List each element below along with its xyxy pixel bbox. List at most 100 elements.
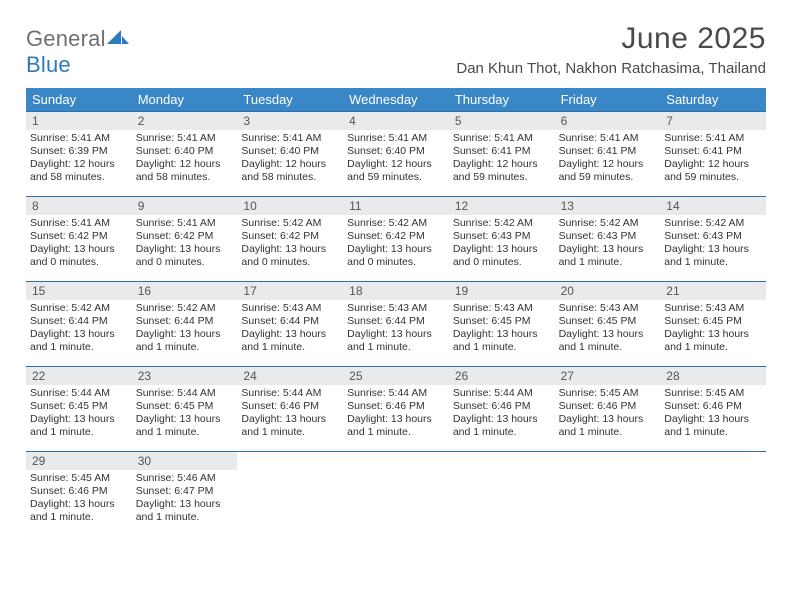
sunset-line: Sunset: 6:45 PM [559, 315, 657, 328]
weekday-header: Sunday [26, 88, 132, 111]
sunrise-line: Sunrise: 5:44 AM [136, 387, 234, 400]
day-cell: 16 Sunrise: 5:42 AMSunset: 6:44 PMDayligh… [132, 282, 238, 366]
sunrise-line: Sunrise: 5:41 AM [453, 132, 551, 145]
date-number: 30 [132, 452, 238, 470]
week-row: 22Sunrise: 5:44 AMSunset: 6:45 PMDayligh… [26, 366, 766, 451]
date-number: 16 [132, 282, 238, 300]
week-row: 1Sunrise: 5:41 AMSunset: 6:39 PMDaylight… [26, 111, 766, 196]
day-cell: 21Sunrise: 5:43 AMSunset: 6:45 PMDayligh… [660, 282, 766, 366]
daylight-line: Daylight: 13 hours and 1 minute. [241, 328, 339, 354]
daylight-line: Daylight: 13 hours and 1 minute. [136, 328, 234, 354]
day-cell: 24Sunrise: 5:44 AMSunset: 6:46 PMDayligh… [237, 367, 343, 451]
sunset-line: Sunset: 6:42 PM [347, 230, 445, 243]
daylight-line: Daylight: 13 hours and 1 minute. [664, 413, 762, 439]
date-number: 13 [555, 197, 661, 215]
date-number: 6 [555, 112, 661, 130]
sunrise-line: Sunrise: 5:42 AM [453, 217, 551, 230]
sunrise-line: Sunrise: 5:44 AM [347, 387, 445, 400]
day-body: Sunrise: 5:42 AMSunset: 6:43 PMDaylight:… [555, 215, 661, 274]
daylight-line: Daylight: 12 hours and 58 minutes. [136, 158, 234, 184]
daylight-line: Daylight: 13 hours and 1 minute. [241, 413, 339, 439]
day-body: Sunrise: 5:41 AMSunset: 6:42 PMDaylight:… [132, 215, 238, 274]
daylight-line: Daylight: 13 hours and 1 minute. [30, 498, 128, 524]
daylight-line: Daylight: 13 hours and 1 minute. [559, 413, 657, 439]
title-block: June 2025 Dan Khun Thot, Nakhon Ratchasi… [456, 22, 766, 77]
day-cell: 28Sunrise: 5:45 AMSunset: 6:46 PMDayligh… [660, 367, 766, 451]
day-cell: 20Sunrise: 5:43 AMSunset: 6:45 PMDayligh… [555, 282, 661, 366]
sunset-line: Sunset: 6:40 PM [241, 145, 339, 158]
logo-sail-icon [107, 30, 129, 46]
date-number: 24 [237, 367, 343, 385]
weekday-header: Saturday [660, 88, 766, 111]
day-cell: 12Sunrise: 5:42 AMSunset: 6:43 PMDayligh… [449, 197, 555, 281]
day-cell: 22Sunrise: 5:44 AMSunset: 6:45 PMDayligh… [26, 367, 132, 451]
daylight-line: Daylight: 13 hours and 0 minutes. [347, 243, 445, 269]
daylight-line: Daylight: 13 hours and 1 minute. [664, 328, 762, 354]
day-body: Sunrise: 5:42 AMSunset: 6:43 PMDaylight:… [449, 215, 555, 274]
day-body: Sunrise: 5:44 AMSunset: 6:46 PMDaylight:… [237, 385, 343, 444]
month-title: June 2025 [456, 22, 766, 56]
sunset-line: Sunset: 6:45 PM [453, 315, 551, 328]
sunrise-line: Sunrise: 5:43 AM [664, 302, 762, 315]
sunset-line: Sunset: 6:39 PM [30, 145, 128, 158]
day-cell: 4Sunrise: 5:41 AMSunset: 6:40 PMDaylight… [343, 112, 449, 196]
daylight-line: Daylight: 13 hours and 1 minute. [30, 413, 128, 439]
date-number: 11 [343, 197, 449, 215]
day-body: Sunrise: 5:44 AMSunset: 6:45 PMDaylight:… [132, 385, 238, 444]
day-body: Sunrise: 5:43 AMSunset: 6:45 PMDaylight:… [555, 300, 661, 359]
daylight-line: Daylight: 13 hours and 1 minute. [136, 498, 234, 524]
logo: General Blue [26, 22, 129, 78]
day-body: Sunrise: 5:44 AMSunset: 6:46 PMDaylight:… [343, 385, 449, 444]
sunrise-line: Sunrise: 5:41 AM [664, 132, 762, 145]
daylight-line: Daylight: 13 hours and 1 minute. [453, 328, 551, 354]
logo-blue: Blue [26, 52, 129, 78]
sunset-line: Sunset: 6:44 PM [136, 315, 234, 328]
sunset-line: Sunset: 6:44 PM [347, 315, 445, 328]
date-number: 18 [343, 282, 449, 300]
day-body: Sunrise: 5:41 AMSunset: 6:40 PMDaylight:… [132, 130, 238, 189]
day-cell [555, 452, 661, 536]
sunset-line: Sunset: 6:46 PM [30, 485, 128, 498]
sunset-line: Sunset: 6:44 PM [30, 315, 128, 328]
weeks-container: 1Sunrise: 5:41 AMSunset: 6:39 PMDaylight… [26, 111, 766, 536]
sunset-line: Sunset: 6:41 PM [559, 145, 657, 158]
calendar: SundayMondayTuesdayWednesdayThursdayFrid… [26, 88, 766, 536]
daylight-line: Daylight: 13 hours and 1 minute. [453, 413, 551, 439]
sunset-line: Sunset: 6:41 PM [664, 145, 762, 158]
day-cell [660, 452, 766, 536]
date-number: 28 [660, 367, 766, 385]
sunrise-line: Sunrise: 5:42 AM [136, 302, 234, 315]
logo-text-block: General Blue [26, 26, 129, 78]
date-number: 21 [660, 282, 766, 300]
day-body: Sunrise: 5:45 AMSunset: 6:46 PMDaylight:… [26, 470, 132, 529]
day-body: Sunrise: 5:41 AMSunset: 6:42 PMDaylight:… [26, 215, 132, 274]
date-number: 27 [555, 367, 661, 385]
day-body: Sunrise: 5:41 AMSunset: 6:40 PMDaylight:… [343, 130, 449, 189]
day-cell: 2Sunrise: 5:41 AMSunset: 6:40 PMDaylight… [132, 112, 238, 196]
sunrise-line: Sunrise: 5:42 AM [241, 217, 339, 230]
day-body: Sunrise: 5:41 AMSunset: 6:41 PMDaylight:… [555, 130, 661, 189]
date-number: 25 [343, 367, 449, 385]
daylight-line: Daylight: 13 hours and 1 minute. [559, 328, 657, 354]
day-cell: 23Sunrise: 5:44 AMSunset: 6:45 PMDayligh… [132, 367, 238, 451]
sunset-line: Sunset: 6:46 PM [559, 400, 657, 413]
sunrise-line: Sunrise: 5:42 AM [347, 217, 445, 230]
header: General Blue June 2025 Dan Khun Thot, Na… [26, 22, 766, 78]
sunset-line: Sunset: 6:40 PM [136, 145, 234, 158]
day-cell: 3Sunrise: 5:41 AMSunset: 6:40 PMDaylight… [237, 112, 343, 196]
sunrise-line: Sunrise: 5:44 AM [241, 387, 339, 400]
date-number: 2 [132, 112, 238, 130]
day-cell: 6Sunrise: 5:41 AMSunset: 6:41 PMDaylight… [555, 112, 661, 196]
day-cell: 10Sunrise: 5:42 AMSunset: 6:42 PMDayligh… [237, 197, 343, 281]
sunset-line: Sunset: 6:43 PM [559, 230, 657, 243]
date-number: 22 [26, 367, 132, 385]
day-cell: 8Sunrise: 5:41 AMSunset: 6:42 PMDaylight… [26, 197, 132, 281]
day-body: Sunrise: 5:41 AMSunset: 6:40 PMDaylight:… [237, 130, 343, 189]
week-row: 15Sunrise: 5:42 AMSunset: 6:44 PMDayligh… [26, 281, 766, 366]
day-body: Sunrise: 5:45 AMSunset: 6:46 PMDaylight:… [555, 385, 661, 444]
logo-general: General [26, 26, 106, 51]
day-body: Sunrise: 5:42 AMSunset: 6:42 PMDaylight:… [343, 215, 449, 274]
sunrise-line: Sunrise: 5:41 AM [30, 217, 128, 230]
weekday-row: SundayMondayTuesdayWednesdayThursdayFrid… [26, 88, 766, 111]
day-cell: 9Sunrise: 5:41 AMSunset: 6:42 PMDaylight… [132, 197, 238, 281]
